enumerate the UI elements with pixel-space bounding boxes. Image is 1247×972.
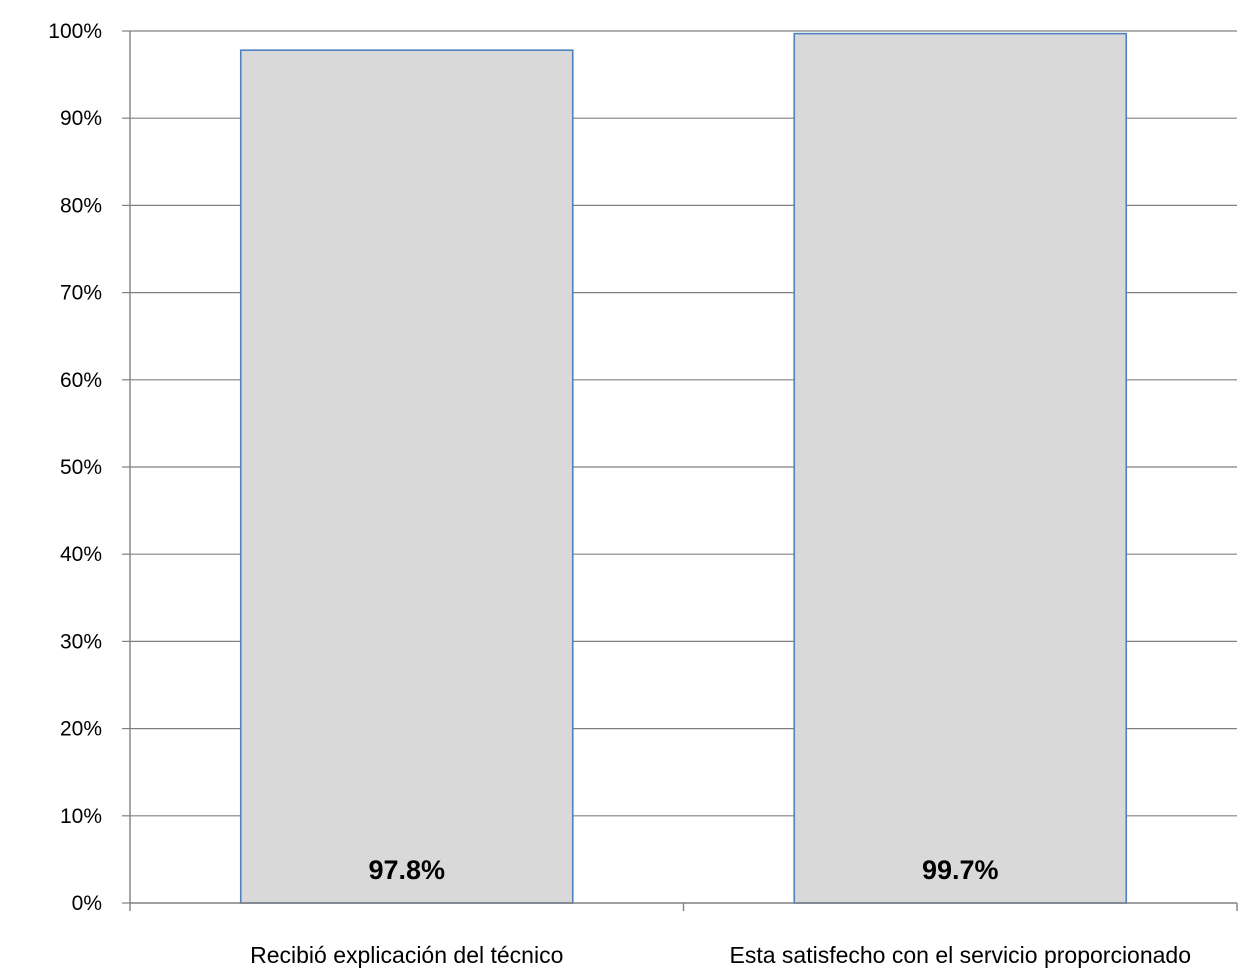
y-tick-label-100: 100% bbox=[48, 20, 102, 43]
y-tick-label-90: 90% bbox=[60, 107, 102, 130]
y-tick-label-0: 0% bbox=[72, 892, 102, 915]
bar-2 bbox=[793, 32, 1128, 904]
x-tick-label-2: Esta satisfecho con el servicio proporci… bbox=[729, 942, 1191, 968]
y-tick-label-20: 20% bbox=[60, 718, 102, 741]
y-tick-label-30: 30% bbox=[60, 630, 102, 653]
reference-lines bbox=[110, 115, 1247, 383]
bars bbox=[239, 32, 1128, 904]
y-tick-label-50: 50% bbox=[60, 456, 102, 479]
y-tick-label-70: 70% bbox=[60, 282, 102, 305]
y-tick-label-60: 60% bbox=[60, 369, 102, 392]
x-tick-label-1: Recibió explicación del técnico bbox=[250, 942, 563, 968]
axes bbox=[122, 30, 1238, 911]
data-label-1: 97.8% bbox=[368, 855, 445, 885]
y-tick-label-40: 40% bbox=[60, 543, 102, 566]
bar-1 bbox=[239, 49, 574, 904]
data-label-2: 99.7% bbox=[922, 855, 999, 885]
labels: 0% 10% 20% 30% 40% 50% 60% 70% 80% 90% 100% 97.8% Re… bbox=[48, 20, 1191, 968]
y-tick-label-80: 80% bbox=[60, 194, 102, 217]
y-tick-label-10: 10% bbox=[60, 805, 102, 828]
